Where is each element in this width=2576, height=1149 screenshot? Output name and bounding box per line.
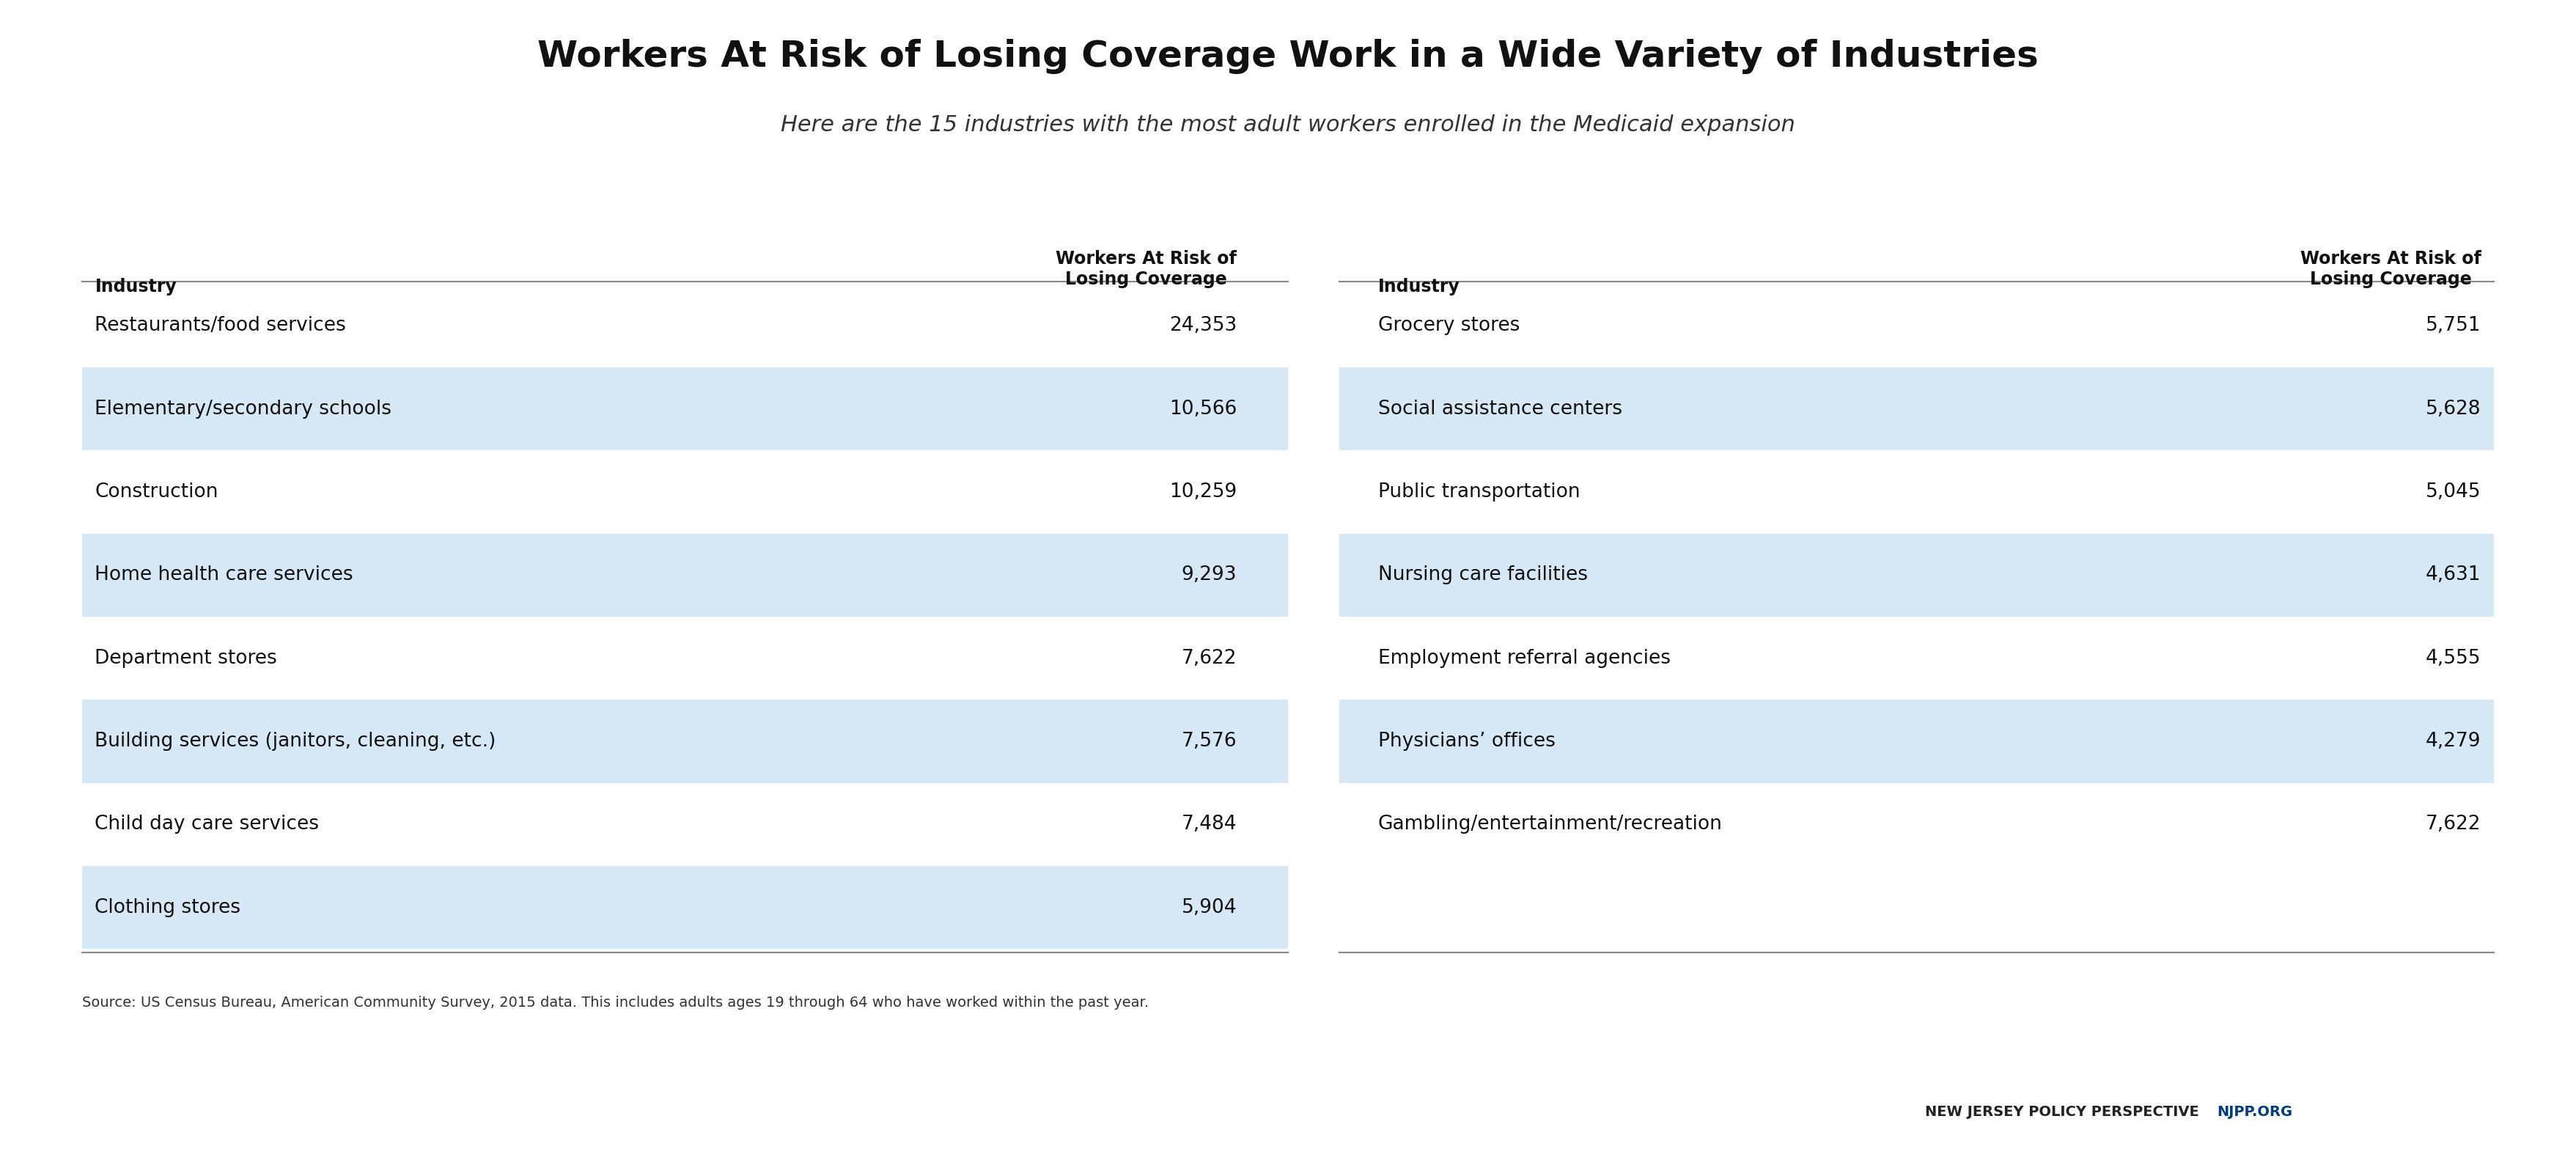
Text: Workers At Risk of
Losing Coverage: Workers At Risk of Losing Coverage <box>1056 250 1236 288</box>
Text: 5,628: 5,628 <box>2427 399 2481 418</box>
Text: Industry: Industry <box>95 278 178 295</box>
Text: NJPP.ORG: NJPP.ORG <box>2218 1105 2293 1119</box>
Text: Here are the 15 industries with the most adult workers enrolled in the Medicaid : Here are the 15 industries with the most… <box>781 114 1795 136</box>
Text: Building services (janitors, cleaning, etc.): Building services (janitors, cleaning, e… <box>95 732 497 750</box>
Text: Gambling/entertainment/recreation: Gambling/entertainment/recreation <box>1378 815 1723 834</box>
Text: Child day care services: Child day care services <box>95 815 319 834</box>
Text: Department stores: Department stores <box>95 649 278 668</box>
Text: Restaurants/food services: Restaurants/food services <box>95 316 345 336</box>
Text: Grocery stores: Grocery stores <box>1378 316 1520 336</box>
Text: 5,904: 5,904 <box>1182 899 1236 917</box>
Text: 24,353: 24,353 <box>1170 316 1236 336</box>
Text: Public transportation: Public transportation <box>1378 483 1579 501</box>
Text: Nursing care facilities: Nursing care facilities <box>1378 565 1587 585</box>
Text: 7,484: 7,484 <box>1182 815 1236 834</box>
FancyBboxPatch shape <box>82 368 1288 450</box>
Text: Employment referral agencies: Employment referral agencies <box>1378 649 1669 668</box>
Text: Source: US Census Bureau, American Community Survey, 2015 data. This includes ad: Source: US Census Bureau, American Commu… <box>82 996 1149 1010</box>
FancyBboxPatch shape <box>82 533 1288 617</box>
Text: 10,566: 10,566 <box>1170 399 1236 418</box>
Text: 9,293: 9,293 <box>1182 565 1236 585</box>
Text: Social assistance centers: Social assistance centers <box>1378 399 1623 418</box>
Text: Home health care services: Home health care services <box>95 565 353 585</box>
Text: Construction: Construction <box>95 483 219 501</box>
Text: Elementary/secondary schools: Elementary/secondary schools <box>95 399 392 418</box>
Text: Workers At Risk of Losing Coverage Work in a Wide Variety of Industries: Workers At Risk of Losing Coverage Work … <box>538 39 2038 74</box>
FancyBboxPatch shape <box>1340 700 2494 782</box>
FancyBboxPatch shape <box>82 866 1288 949</box>
Text: 7,622: 7,622 <box>1182 649 1236 668</box>
Text: 10,259: 10,259 <box>1170 483 1236 501</box>
Text: 4,631: 4,631 <box>2427 565 2481 585</box>
Text: 5,045: 5,045 <box>2427 483 2481 501</box>
Text: 4,279: 4,279 <box>2427 732 2481 750</box>
FancyBboxPatch shape <box>1340 533 2494 617</box>
FancyBboxPatch shape <box>1340 368 2494 450</box>
Text: 7,622: 7,622 <box>2427 815 2481 834</box>
Text: 4,555: 4,555 <box>2427 649 2481 668</box>
Text: NEW JERSEY POLICY PERSPECTIVE: NEW JERSEY POLICY PERSPECTIVE <box>1924 1105 2200 1119</box>
Text: 7,576: 7,576 <box>1182 732 1236 750</box>
Text: Industry: Industry <box>1378 278 1461 295</box>
Text: Workers At Risk of
Losing Coverage: Workers At Risk of Losing Coverage <box>2300 250 2481 288</box>
FancyBboxPatch shape <box>82 700 1288 782</box>
Text: Physicians’ offices: Physicians’ offices <box>1378 732 1556 750</box>
Text: Clothing stores: Clothing stores <box>95 899 240 917</box>
Text: 5,751: 5,751 <box>2427 316 2481 336</box>
